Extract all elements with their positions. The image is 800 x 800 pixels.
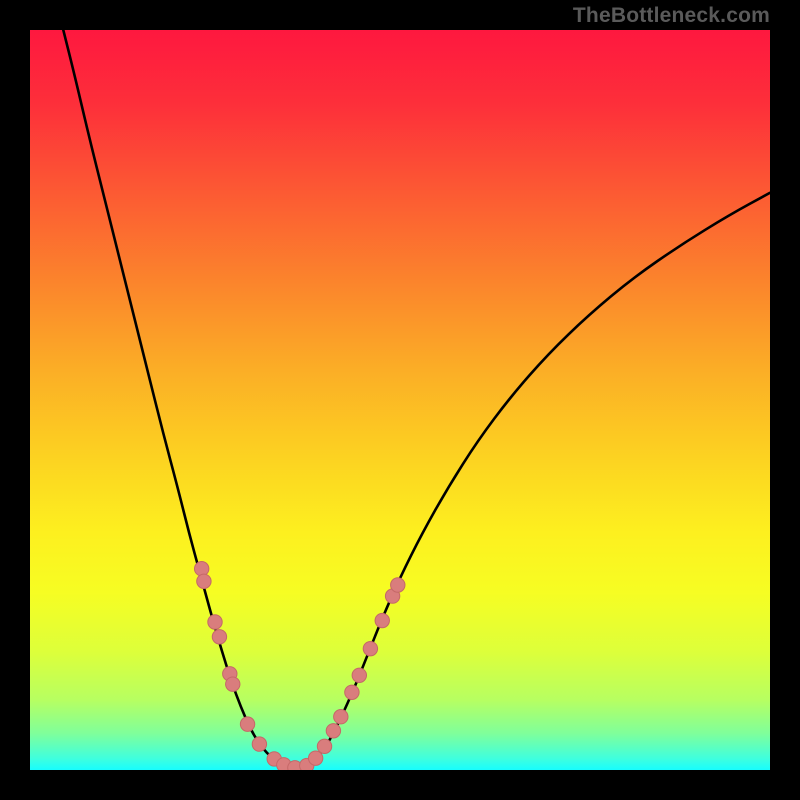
chart-frame: TheBottleneck.com <box>0 0 800 800</box>
plot-area <box>30 30 770 770</box>
gradient-background <box>30 30 770 770</box>
watermark-text: TheBottleneck.com <box>573 4 770 28</box>
